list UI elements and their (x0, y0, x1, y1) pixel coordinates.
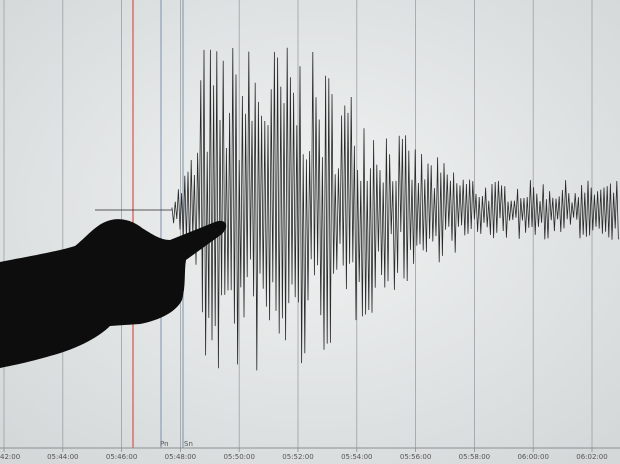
pn-label: Pn (160, 440, 169, 448)
time-label: 06:02:00 (576, 453, 607, 461)
time-label: 06:00:00 (517, 453, 548, 461)
time-label: 05:52:00 (282, 453, 313, 461)
time-label: 05:46:00 (106, 453, 137, 461)
time-label: 05:44:00 (47, 453, 78, 461)
sn-label: Sn (184, 440, 193, 448)
seismic-waveform (95, 47, 619, 371)
time-label: 05:56:00 (400, 453, 431, 461)
hand-silhouette (0, 219, 227, 368)
time-label: 42:00 (0, 453, 20, 461)
time-label: 05:50:00 (223, 453, 254, 461)
time-label: 05:58:00 (459, 453, 490, 461)
time-labels: 42:00 05:44:00 05:46:00 05:48:00 05:50:00 05:… (0, 453, 608, 461)
time-label: 05:54:00 (341, 453, 372, 461)
time-label: 05:48:00 (165, 453, 196, 461)
